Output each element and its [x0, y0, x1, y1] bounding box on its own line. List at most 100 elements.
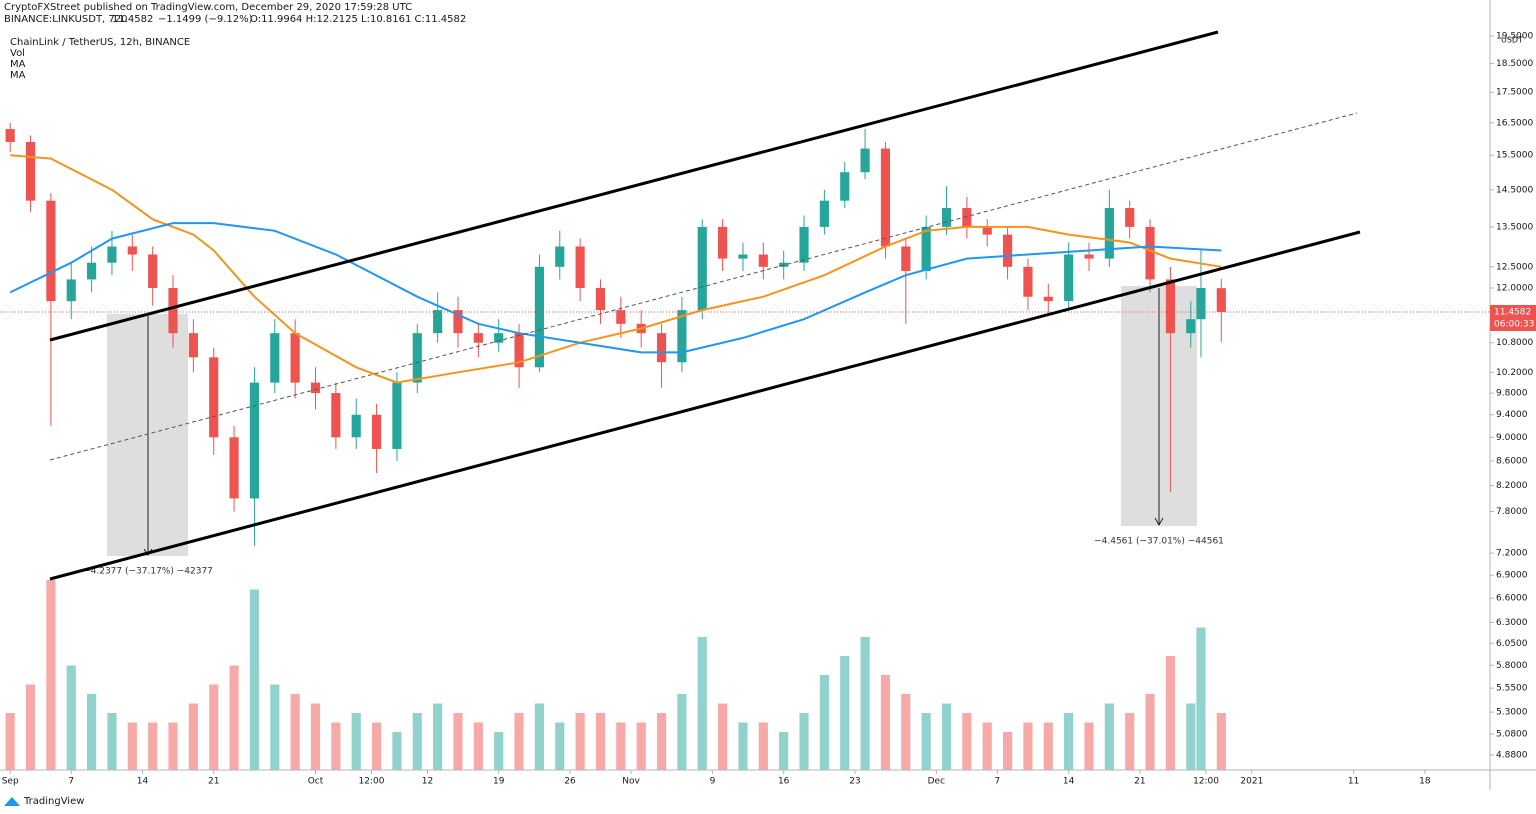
candle-body [1145, 226, 1155, 280]
x-tick-label: Oct [308, 777, 324, 787]
candle-body [1186, 319, 1196, 334]
volume-bar [107, 713, 117, 770]
volume-bar [1196, 627, 1206, 770]
x-tick-label: 12 [422, 777, 433, 787]
channel-top [49, 30, 1219, 342]
y-tick-label: 17.5000 [1496, 88, 1533, 98]
volume-bar [799, 713, 809, 770]
volume-bar [677, 694, 687, 770]
candle-body [331, 393, 341, 438]
x-tick-label: 18 [1419, 777, 1431, 787]
candle-body [697, 226, 707, 311]
volume-bar [779, 732, 789, 770]
volume-bar [5, 713, 15, 770]
y-tick-label: 8.6000 [1496, 456, 1528, 466]
x-tick-label: Nov [622, 777, 640, 787]
y-tick-label: 10.8000 [1496, 338, 1533, 348]
y-tick-label: 4.8800 [1496, 750, 1528, 760]
volume-bar [1023, 722, 1033, 770]
arrow-head [1154, 517, 1164, 527]
volume-bar [351, 713, 361, 770]
candle-body [453, 310, 463, 334]
y-tick-label: 15.5000 [1496, 151, 1533, 161]
x-tick-label: 14 [137, 777, 149, 787]
volume-bar [962, 713, 972, 770]
y-tick-label: 6.9000 [1496, 571, 1528, 581]
axis-unit: USDT [1501, 36, 1523, 45]
volume-bar [921, 713, 931, 770]
candle-body [514, 333, 524, 368]
y-tick-label: 6.6000 [1496, 594, 1528, 604]
candle-body [310, 382, 321, 394]
volume-bar [982, 722, 992, 770]
footer: TradingView [23, 796, 84, 807]
candle-body [168, 288, 178, 334]
volume-bar [1003, 732, 1013, 770]
volume-bar [290, 694, 300, 770]
candle-body [718, 226, 728, 259]
y-tick-label: 6.0500 [1496, 639, 1528, 649]
candle-body [1196, 288, 1206, 320]
volume-bar [66, 665, 76, 770]
volume-bar [371, 722, 382, 770]
volume-bar [168, 722, 178, 770]
candle-body [473, 333, 483, 343]
candle-body [901, 246, 911, 271]
candle-body [25, 141, 36, 201]
volume-bar [127, 722, 137, 770]
candle-body [575, 246, 585, 289]
candle-body [982, 226, 992, 235]
y-tick-label: 19.5000 [1496, 32, 1533, 42]
volume-bar [1165, 656, 1176, 770]
y-tick-label: 9.0000 [1496, 433, 1528, 443]
candle-body [290, 333, 300, 383]
y-tick-label: 7.2000 [1496, 549, 1528, 559]
y-tick-label: 18.5000 [1496, 59, 1533, 69]
candle-body [941, 208, 952, 227]
ma-line [9, 222, 1222, 354]
volume-bar [819, 675, 829, 770]
y-tick-label: 14.5000 [1496, 185, 1533, 195]
candle-body [351, 414, 361, 438]
volume-bar [270, 684, 280, 770]
x-tick-label: 2021 [1240, 777, 1263, 787]
x-tick-label: 7 [68, 777, 74, 787]
volume-bar [758, 722, 768, 770]
volume-bar [229, 665, 239, 770]
measure-label: −4.4561 (−37.01%) −44561 [1094, 537, 1224, 547]
volume-bar [1084, 722, 1094, 770]
y-tick-label: 5.5500 [1496, 684, 1528, 694]
volume-bar [575, 713, 585, 770]
y-tick-label: 5.8000 [1496, 661, 1528, 671]
x-tick-label: 26 [564, 777, 576, 787]
candle-body [656, 333, 667, 363]
volume-bar [494, 732, 504, 770]
x-tick-label: 11 [1348, 777, 1359, 787]
volume-bar [433, 703, 443, 770]
volume-bar [1145, 694, 1155, 770]
last-price-box [1490, 304, 1536, 331]
volume-bar [738, 722, 748, 770]
volume-bar [616, 722, 626, 770]
legend-entry: MA [10, 70, 26, 81]
candle-body [880, 148, 891, 247]
candle-body [270, 333, 280, 383]
legend-entry: Vol [10, 48, 25, 59]
volume-bar [1104, 703, 1114, 770]
legend-entry: MA [10, 59, 26, 70]
volume-bar [697, 637, 707, 770]
volume-bar [87, 694, 97, 770]
y-tick-label: 12.5000 [1496, 262, 1533, 272]
candle-body [677, 310, 687, 363]
x-tick-label: 16 [778, 777, 790, 787]
candle-body [87, 262, 97, 280]
y-tick-label: 9.4000 [1496, 410, 1528, 420]
last-price-label: 11.4582 [1494, 307, 1531, 317]
volume-bar [148, 722, 158, 770]
candle-body [1023, 266, 1033, 297]
volume-bar [656, 713, 667, 770]
volume-bar [473, 722, 483, 770]
candle-body [371, 414, 382, 449]
volume-bar [392, 732, 402, 770]
volume-bar [555, 722, 565, 770]
